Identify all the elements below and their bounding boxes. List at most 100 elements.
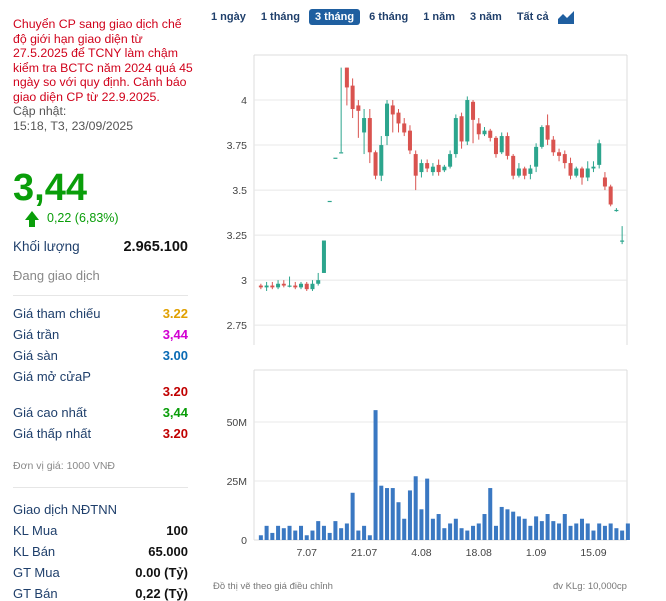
volume-bar — [310, 530, 315, 540]
volume-bar — [339, 528, 344, 540]
candle-body — [442, 166, 447, 171]
volume-bar — [396, 502, 401, 540]
volume-bar — [390, 488, 395, 540]
candle-body — [516, 168, 521, 176]
tab-6-tháng[interactable]: 6 tháng — [369, 11, 409, 23]
candle-body — [574, 168, 579, 176]
price-change-value: 0,22 (6,83%) — [47, 211, 119, 225]
stat-label: Giá thấp nhất — [13, 426, 92, 441]
candle-body — [413, 154, 418, 176]
area-chart-icon[interactable] — [557, 10, 574, 24]
candle-body — [493, 137, 498, 155]
volume-bar — [620, 530, 625, 540]
foreign-label: GT Bán — [13, 586, 58, 601]
volume-bar — [407, 490, 412, 540]
candle-body — [602, 177, 607, 187]
volume-bar — [350, 492, 355, 540]
volume-bar — [476, 523, 481, 540]
volume-bar — [321, 525, 326, 540]
volume-bar — [373, 410, 378, 540]
candle-body — [522, 168, 527, 176]
tab-1-tháng[interactable]: 1 tháng — [260, 11, 300, 23]
x-tick-label: 1.09 — [526, 547, 547, 559]
candle-body — [390, 105, 395, 115]
candle-body — [471, 101, 476, 120]
candle-body — [281, 283, 286, 286]
volume-value: 2.965.100 — [123, 239, 188, 255]
volume-bar — [276, 525, 281, 540]
unit-note: Đơn vị giá: 1000 VNĐ — [13, 460, 116, 472]
candle-body — [511, 155, 516, 176]
volume-bar — [344, 523, 349, 540]
volume-bar — [287, 525, 292, 540]
stat-value: 3.20 — [162, 384, 188, 399]
tab-3-năm[interactable]: 3 năm — [470, 11, 502, 23]
stat-row: Giá trần 3,44 — [13, 327, 188, 342]
candle-body — [614, 209, 619, 212]
foreign-row: GT Mua 0.00 (Tỷ) — [13, 565, 188, 580]
divider — [13, 295, 188, 296]
stat-label: Giá trần — [13, 327, 60, 342]
volume-bar — [585, 523, 590, 540]
price-tick-label: 3 — [241, 275, 247, 287]
volume-bar — [625, 523, 630, 540]
volume-bar — [574, 523, 579, 540]
foreign-row: GT Bán 0,22 (Tỷ) — [13, 586, 188, 601]
volume-bar — [493, 525, 498, 540]
candle-body — [356, 105, 361, 111]
candle-body — [396, 112, 401, 124]
stat-label: Giá tham chiếu — [13, 306, 101, 321]
stat-row: Giá thấp nhất 3.20 — [13, 426, 188, 441]
candle-body — [367, 118, 372, 153]
stat-label: Giá sàn — [13, 348, 58, 363]
volume-bar — [327, 532, 332, 540]
foreign-row: KL Bán 65.000 — [13, 544, 188, 559]
tab-1-ngày[interactable]: 1 ngày — [211, 11, 246, 23]
candle-body — [264, 285, 269, 288]
stat-row: Giá sàn 3.00 — [13, 348, 188, 363]
volume-tick-label: 0 — [241, 535, 247, 547]
volume-bar — [442, 528, 447, 540]
foreign-label: KL Bán — [13, 544, 56, 559]
period-tabs: 1 ngày 1 tháng 3 tháng 6 tháng 1 năm 3 năm Tất… — [205, 9, 574, 25]
candle-body — [293, 285, 298, 288]
foreign-value: 100 — [166, 523, 188, 538]
volume-bar — [379, 485, 384, 540]
stat-value: 3.20 — [162, 426, 188, 441]
candle-body — [459, 116, 464, 142]
volume-bar — [608, 523, 613, 540]
stat-value: 3.00 — [162, 348, 188, 363]
foreign-label: KL Mua — [13, 523, 58, 538]
stat-value: 3,44 — [162, 405, 188, 420]
candle-body — [488, 130, 493, 138]
volume-bar — [430, 518, 435, 540]
foreign-value: 0,22 (Tỷ) — [135, 586, 188, 601]
candle-body — [276, 283, 281, 288]
volume-bar — [614, 528, 619, 540]
candle-body — [499, 136, 504, 153]
stat-row: Giá cao nhất 3,44 — [13, 405, 188, 420]
stat-label: Giá mở cửaP — [13, 369, 91, 384]
candle-body — [453, 118, 458, 155]
tab-Tất-cả[interactable]: Tất cả — [516, 11, 549, 23]
volume-bar — [516, 516, 521, 540]
volume-unit-note: đv KLg: 10,000cp — [553, 581, 627, 592]
foreign-label: GT Mua — [13, 565, 60, 580]
current-price: 3,44 — [13, 167, 87, 209]
volume-bar — [258, 535, 263, 540]
foreign-value: 65.000 — [148, 544, 188, 559]
candle-body — [385, 103, 390, 137]
updated-value: 15:18, T3, 23/09/2025 — [13, 118, 134, 133]
foreign-title-row: Giao dịch NĐTNN — [13, 502, 188, 517]
tab-3-tháng[interactable]: 3 tháng — [308, 9, 361, 25]
stock-info-panel: Chuyển CP sang giao dịch chế độ giới hạn… — [13, 0, 193, 133]
stat-value: 3.22 — [162, 306, 188, 321]
x-tick-label: 15.09 — [580, 547, 606, 559]
tab-1-năm[interactable]: 1 năm — [423, 11, 456, 23]
candle-body — [379, 145, 384, 176]
price-tick-label: 3.5 — [232, 185, 247, 197]
candle-body — [436, 164, 441, 173]
candle-body — [339, 152, 344, 154]
candle-body — [350, 85, 355, 110]
volume-bar — [534, 516, 539, 540]
